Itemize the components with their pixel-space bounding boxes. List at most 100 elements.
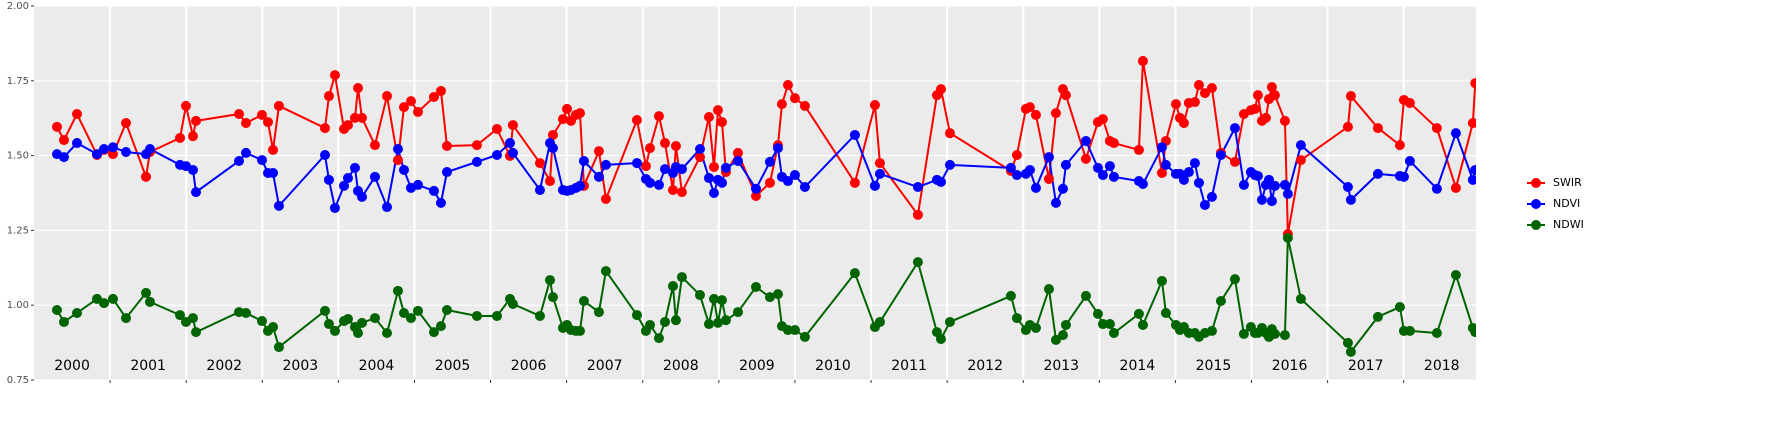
point <box>799 182 810 193</box>
point <box>241 117 252 128</box>
point <box>191 115 202 126</box>
point <box>441 304 452 315</box>
point <box>1189 97 1200 108</box>
point <box>1252 90 1263 101</box>
point <box>92 149 103 160</box>
point <box>356 191 367 202</box>
point <box>912 209 923 220</box>
point <box>491 123 502 134</box>
point <box>1137 56 1148 67</box>
point <box>640 161 651 172</box>
point <box>694 144 705 155</box>
point <box>631 310 642 321</box>
point <box>233 109 244 120</box>
point <box>319 150 330 161</box>
point <box>935 334 946 345</box>
point <box>180 100 191 111</box>
point <box>1450 269 1461 280</box>
point <box>1092 162 1103 173</box>
series-line <box>56 237 1476 354</box>
point <box>435 85 446 96</box>
point <box>694 290 705 301</box>
point <box>631 114 642 125</box>
point <box>405 313 416 324</box>
year-label: 2003 <box>283 358 319 374</box>
point <box>1133 144 1144 155</box>
point <box>435 197 446 208</box>
point <box>1043 152 1054 163</box>
point <box>935 176 946 187</box>
point <box>51 304 62 315</box>
point <box>732 307 743 318</box>
point <box>1295 155 1306 166</box>
point <box>534 310 545 321</box>
point <box>1097 319 1108 330</box>
point <box>1467 174 1476 185</box>
point <box>1269 180 1280 191</box>
point <box>667 281 678 292</box>
point <box>1156 167 1167 178</box>
point <box>329 325 340 336</box>
point <box>1178 174 1189 185</box>
point <box>1467 117 1476 128</box>
point <box>507 147 518 158</box>
point <box>382 91 393 102</box>
point <box>1345 346 1356 357</box>
year-label: 2001 <box>130 358 166 374</box>
point <box>772 143 783 154</box>
point <box>1011 313 1022 324</box>
point <box>107 293 118 304</box>
point <box>256 316 267 327</box>
point <box>574 325 585 336</box>
point <box>428 91 439 102</box>
point <box>732 147 743 158</box>
point <box>1104 161 1115 172</box>
point <box>1372 123 1383 134</box>
point <box>471 140 482 151</box>
point <box>1256 194 1267 205</box>
point <box>256 155 267 166</box>
point <box>323 91 334 102</box>
point <box>428 185 439 196</box>
point <box>141 287 152 298</box>
point <box>187 313 198 324</box>
point <box>1295 293 1306 304</box>
year-label: 2011 <box>891 358 927 374</box>
point <box>1080 153 1091 164</box>
point <box>175 310 186 321</box>
point <box>356 317 367 328</box>
point <box>1260 112 1271 123</box>
point <box>1431 328 1442 339</box>
point <box>1431 123 1442 134</box>
point <box>703 173 714 184</box>
point <box>600 193 611 204</box>
point <box>1266 196 1277 207</box>
legend-label: NDVI <box>1553 197 1580 210</box>
point <box>144 296 155 307</box>
point <box>504 138 515 149</box>
point <box>241 147 252 158</box>
point <box>435 321 446 332</box>
point <box>574 180 585 191</box>
point <box>1249 103 1260 114</box>
point <box>716 295 727 306</box>
point <box>58 135 69 146</box>
point <box>547 129 558 140</box>
point <box>849 129 860 140</box>
point <box>593 146 604 157</box>
point <box>1282 188 1293 199</box>
point <box>782 79 793 90</box>
year-label: 2000 <box>54 358 90 374</box>
year-label: 2014 <box>1120 358 1156 374</box>
point <box>1215 150 1226 161</box>
point <box>353 328 364 339</box>
point <box>676 272 687 283</box>
point <box>412 179 423 190</box>
point <box>1137 179 1148 190</box>
point <box>1238 179 1249 190</box>
point <box>1080 290 1091 301</box>
point <box>107 149 118 160</box>
point <box>1057 183 1068 194</box>
point <box>233 155 244 166</box>
point <box>51 121 62 132</box>
